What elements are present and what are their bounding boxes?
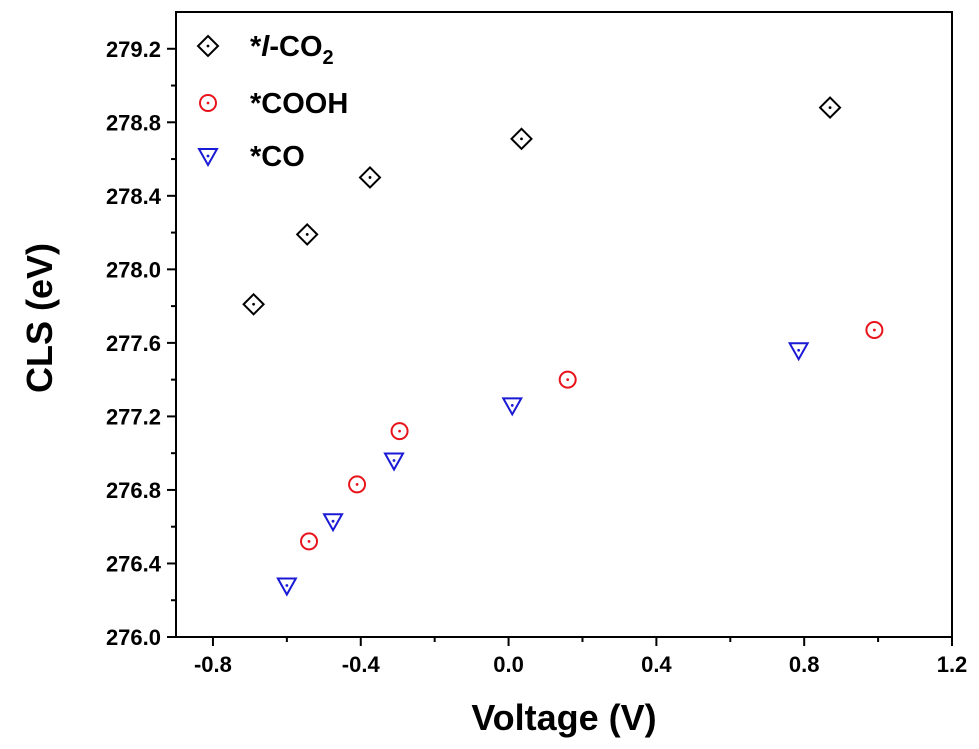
y-tick-label: 276.4	[106, 551, 162, 576]
circle-marker	[865, 321, 884, 340]
diamond-marker	[295, 223, 319, 246]
y-axis-title-group: CLS (eV)	[19, 243, 60, 393]
legend-circle-marker	[199, 94, 217, 112]
y-tick-label: 277.2	[106, 404, 161, 429]
triangle-marker	[383, 452, 405, 472]
circle-marker	[348, 475, 367, 494]
triangle-marker	[787, 342, 810, 362]
circle-marker	[390, 422, 409, 441]
y-tick-label: 279.2	[106, 37, 161, 62]
circle-marker	[300, 532, 319, 551]
y-tick-label: 276.0	[106, 625, 161, 650]
y-tick-label: 278.0	[106, 257, 161, 282]
marker-group	[242, 96, 884, 597]
x-tick-label: 0.8	[789, 652, 820, 677]
x-axis-title: Voltage (V)	[471, 697, 656, 738]
y-tick-label: 277.6	[106, 331, 161, 356]
x-tick-label: -0.8	[194, 652, 232, 677]
legend-label: *COOH	[250, 88, 348, 120]
circle-marker	[558, 370, 577, 389]
y-tick-label: 278.4	[106, 184, 162, 209]
plot-frame	[175, 11, 953, 638]
diamond-marker	[358, 166, 382, 189]
legend-diamond-marker	[196, 34, 220, 58]
x-tick-label: 1.2	[937, 652, 968, 677]
y-tick-label: 276.8	[106, 478, 161, 503]
legend-triangle-marker	[197, 148, 219, 168]
legend: *l-CO2 *COOH *CO	[196, 31, 348, 173]
y-axis-title: CLS (eV)	[19, 243, 60, 393]
triangle-marker	[501, 397, 523, 417]
x-tick-label: 0.4	[641, 652, 672, 677]
diamond-marker	[242, 292, 266, 316]
diamond-marker	[510, 127, 533, 151]
triangle-marker	[322, 513, 344, 533]
x-tick-label: 0.0	[493, 652, 524, 677]
x-tick-label: -0.4	[342, 652, 381, 677]
legend-label: *CO	[250, 141, 305, 173]
legend-label: *l-CO2	[250, 31, 334, 69]
triangle-marker	[276, 577, 298, 597]
diamond-marker	[818, 96, 842, 120]
y-tick-label: 278.8	[106, 110, 161, 135]
tick-group: -0.8 -0.4 0.0 0.4 0.8 1.2 276.0 276.4 276.8 277.2…	[106, 37, 967, 677]
